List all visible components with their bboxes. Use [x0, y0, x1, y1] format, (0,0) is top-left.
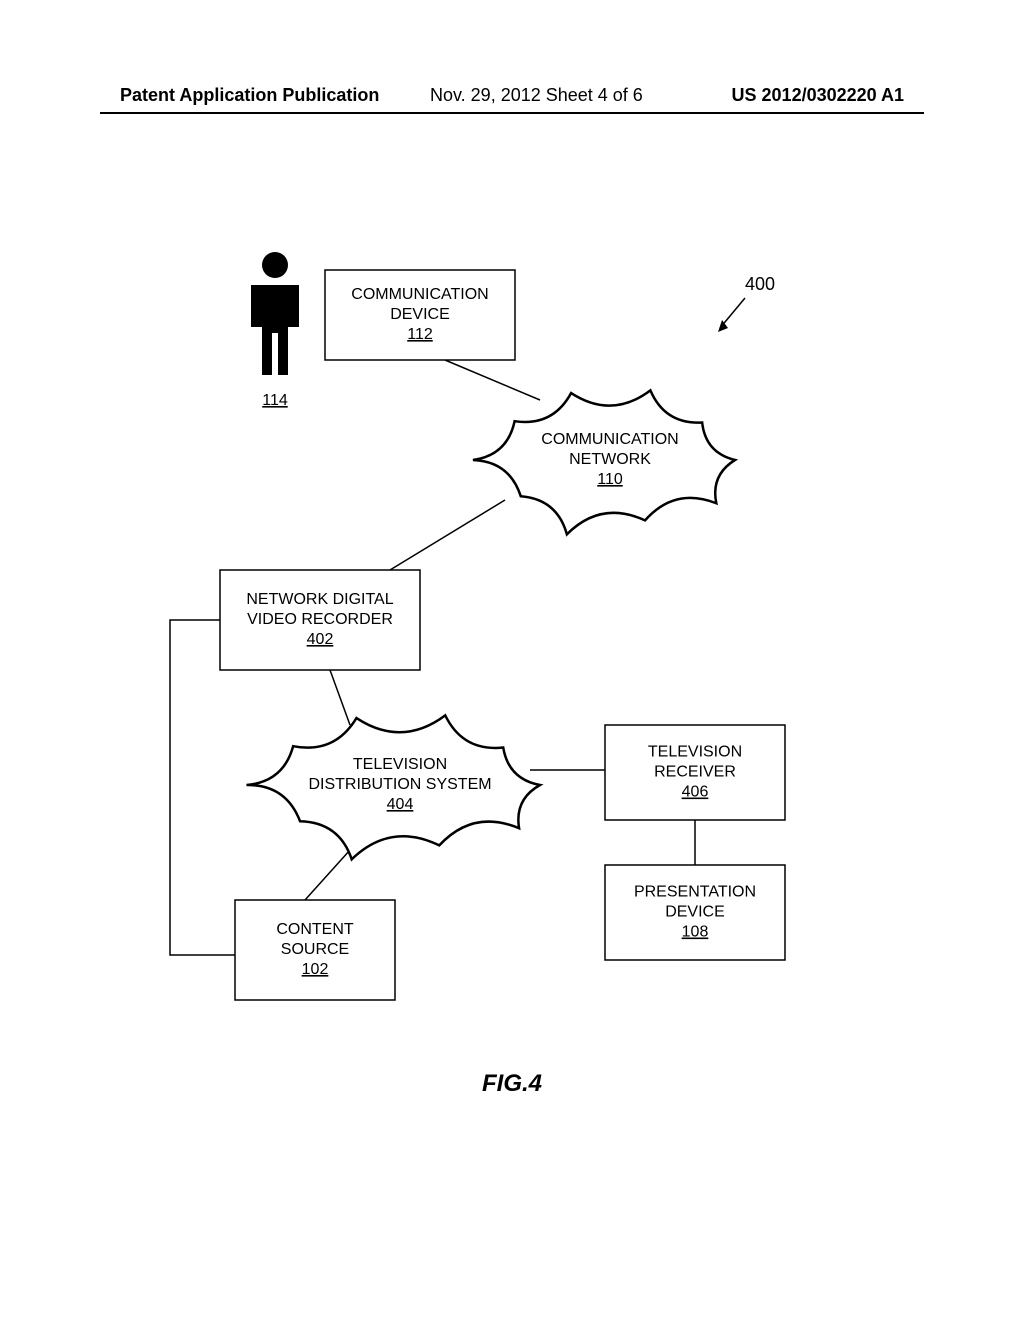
svg-text:110: 110: [597, 471, 623, 488]
svg-text:400: 400: [745, 274, 775, 294]
header-center: Nov. 29, 2012 Sheet 4 of 6: [430, 85, 643, 106]
svg-text:406: 406: [682, 784, 709, 801]
svg-text:404: 404: [387, 796, 414, 813]
header-left: Patent Application Publication: [120, 85, 379, 106]
svg-text:PRESENTATION: PRESENTATION: [634, 884, 756, 901]
figure-label: FIG.4: [0, 1070, 1024, 1098]
svg-text:402: 402: [307, 631, 334, 648]
svg-text:NETWORK DIGITAL: NETWORK DIGITAL: [246, 591, 393, 608]
header-rule: [100, 112, 924, 114]
svg-text:TELEVISION: TELEVISION: [353, 756, 447, 773]
svg-text:114: 114: [262, 392, 288, 409]
svg-text:SOURCE: SOURCE: [281, 941, 349, 958]
svg-text:COMMUNICATION: COMMUNICATION: [541, 431, 678, 448]
svg-text:DISTRIBUTION SYSTEM: DISTRIBUTION SYSTEM: [308, 776, 491, 793]
svg-text:RECEIVER: RECEIVER: [654, 764, 736, 781]
svg-text:DEVICE: DEVICE: [665, 904, 725, 921]
svg-text:NETWORK: NETWORK: [569, 451, 651, 468]
figure-diagram: 114 COMMUNICATION DEVICE 112 COMMUNICATION NE…: [0, 180, 1024, 1080]
svg-text:DEVICE: DEVICE: [390, 306, 450, 323]
svg-text:CONTENT: CONTENT: [276, 921, 354, 938]
svg-text:TELEVISION: TELEVISION: [648, 744, 742, 761]
svg-text:108: 108: [682, 924, 709, 941]
svg-text:VIDEO RECORDER: VIDEO RECORDER: [247, 611, 393, 628]
svg-text:COMMUNICATION: COMMUNICATION: [351, 286, 488, 303]
svg-text:112: 112: [407, 326, 433, 343]
svg-text:102: 102: [302, 961, 329, 978]
header-right: US 2012/0302220 A1: [732, 85, 904, 106]
